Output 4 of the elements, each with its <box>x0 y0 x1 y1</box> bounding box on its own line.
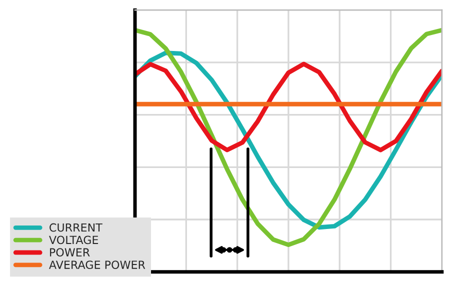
legend-label: VOLTAGE <box>49 236 98 244</box>
legend-label: CURRENT <box>50 223 102 232</box>
legend-label: POWER <box>50 248 90 257</box>
legend-label: AVERAGE POWER <box>49 260 146 269</box>
